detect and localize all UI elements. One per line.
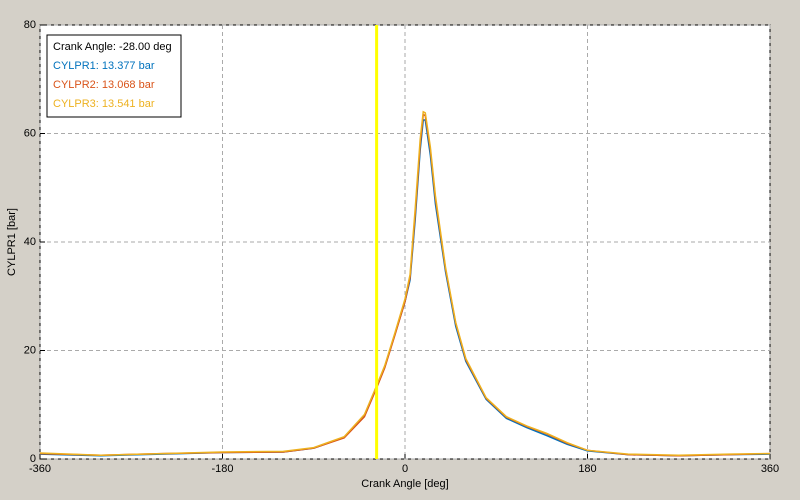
- x-tick-label: -180: [211, 463, 233, 475]
- y-tick-label: 60: [24, 127, 36, 139]
- x-tick-label: 360: [761, 463, 779, 475]
- legend-entry: CYLPR3: 13.541 bar: [53, 98, 155, 110]
- legend-box: [46, 34, 182, 118]
- y-tick-label: 20: [24, 344, 36, 356]
- x-tick-label: 180: [578, 463, 596, 475]
- y-tick-label: 80: [24, 19, 36, 31]
- y-tick-label: 0: [30, 453, 36, 465]
- legend-entry: CYLPR1: 13.377 bar: [53, 60, 155, 72]
- x-axis-label: Crank Angle [deg]: [361, 478, 448, 490]
- plot: -360 -180 0 180 360 0 20 40 60 80 Crank Angle: -28…: [24, 19, 779, 475]
- y-tick-label: 40: [24, 236, 36, 248]
- legend-entry: CYLPR2: 13.068 bar: [53, 79, 155, 91]
- series-line: [39, 110, 771, 456]
- cursor-label: Crank Angle: -28.00 deg: [53, 41, 172, 53]
- x-tick-label: -360: [29, 463, 51, 475]
- y-axis-label: CYLPR1 [bar]: [6, 208, 18, 276]
- x-tick-label: 0: [402, 463, 408, 475]
